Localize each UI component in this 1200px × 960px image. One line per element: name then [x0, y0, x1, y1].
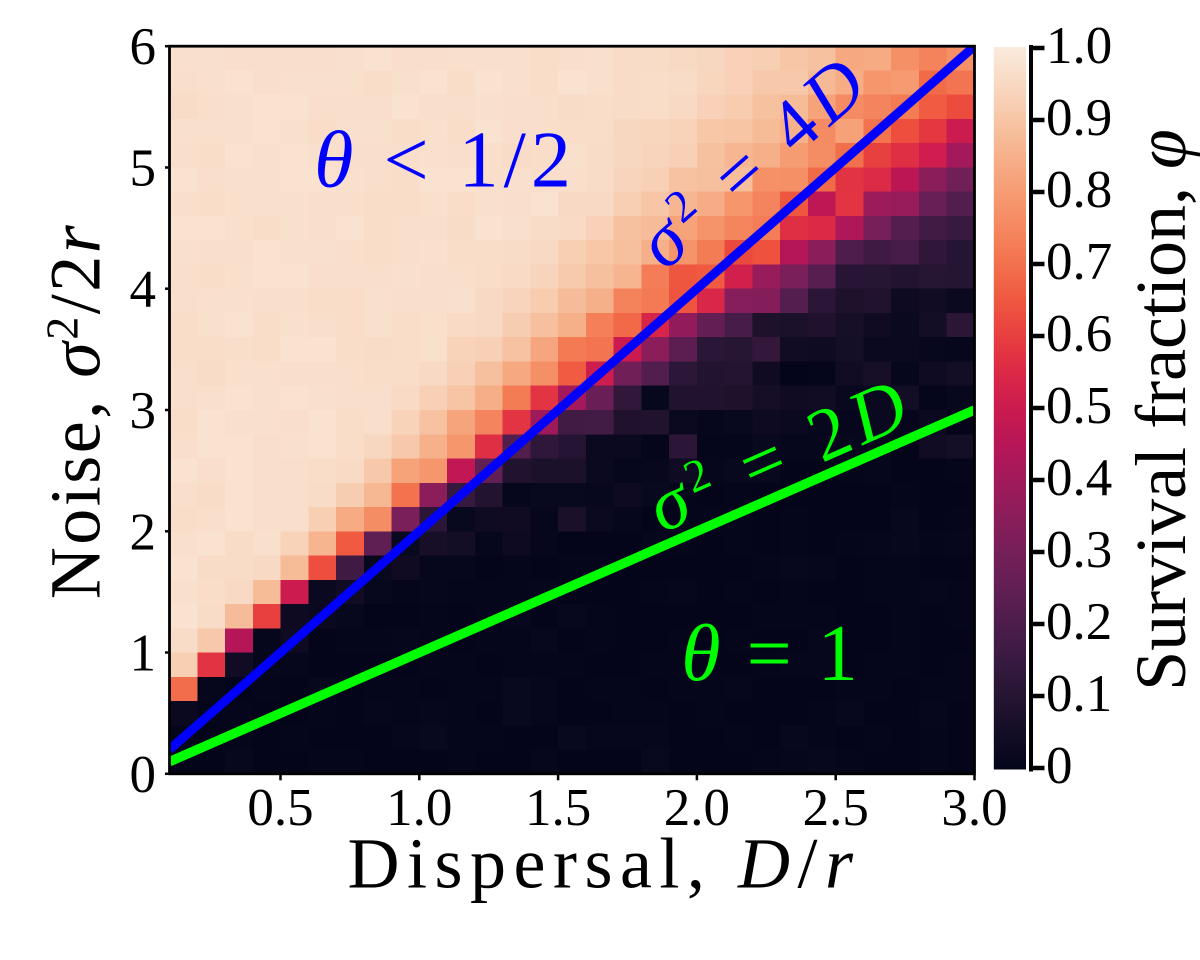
- svg-text:1.0: 1.0: [386, 779, 452, 837]
- svg-text:5: 5: [130, 140, 157, 198]
- svg-text:2.0: 2.0: [664, 779, 730, 837]
- svg-text:3.0: 3.0: [941, 779, 1007, 837]
- svg-text:Dispersal, D/r: Dispersal, D/r: [348, 824, 861, 904]
- svg-text:0.8: 0.8: [1046, 161, 1112, 219]
- svg-text:2: 2: [130, 503, 157, 561]
- svg-text:0.9: 0.9: [1046, 89, 1112, 147]
- svg-text:2.5: 2.5: [803, 779, 869, 837]
- svg-text:6: 6: [130, 18, 157, 76]
- svg-text:4: 4: [130, 261, 157, 319]
- svg-text:0.7: 0.7: [1046, 233, 1112, 291]
- svg-text:0.1: 0.1: [1046, 665, 1112, 723]
- svg-text:Noise, σ2/2r: Noise, σ2/2r: [36, 223, 116, 600]
- svg-text:0.6: 0.6: [1046, 305, 1112, 363]
- svg-text:1.5: 1.5: [525, 779, 591, 837]
- svg-text:0: 0: [1046, 737, 1073, 795]
- svg-text:3: 3: [130, 382, 157, 440]
- svg-text:0.5: 0.5: [247, 779, 313, 837]
- svg-text:0.3: 0.3: [1046, 521, 1112, 579]
- svg-text:θ = 1: θ = 1: [681, 610, 860, 698]
- svg-text:1.0: 1.0: [1046, 17, 1112, 75]
- svg-text:0.2: 0.2: [1046, 593, 1112, 651]
- svg-text:0.4: 0.4: [1046, 449, 1112, 507]
- svg-text:θ < 1/2: θ < 1/2: [314, 117, 576, 205]
- svg-text:Survival fraction, φ: Survival fraction, φ: [1121, 129, 1200, 691]
- svg-text:1: 1: [130, 625, 157, 683]
- svg-text:0.5: 0.5: [1046, 377, 1112, 435]
- svg-text:0: 0: [130, 746, 157, 804]
